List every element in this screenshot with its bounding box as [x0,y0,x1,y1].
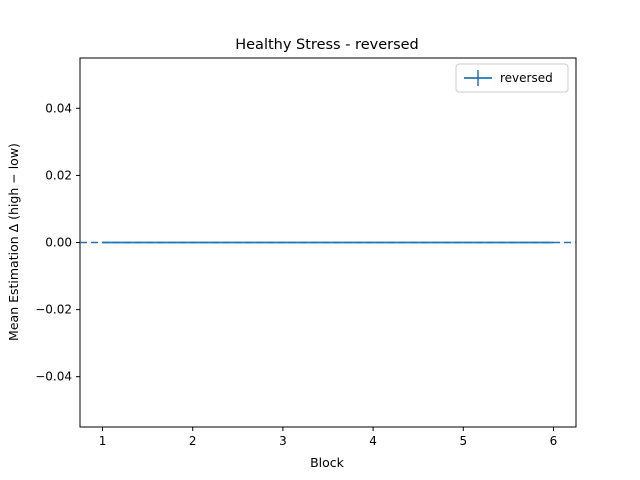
legend-box [455,63,569,93]
x-tick-label: 2 [189,434,197,448]
chart-title: Healthy Stress - reversed [235,37,419,53]
x-tick-label: 6 [550,434,558,448]
y-tick-label: 0.04 [45,101,72,115]
axis-ticks: 1 2 3 4 5 6 −0.04 −0.02 0.00 0.02 0.04 [35,101,557,448]
x-tick-label: 5 [459,434,467,448]
x-tick-label: 4 [369,434,377,448]
x-tick-label: 3 [279,434,287,448]
x-axis-label: Block [310,455,345,470]
y-axis-label: Mean Estimation Δ (high − low) [6,143,21,341]
y-tick-label: 0.00 [45,236,72,250]
legend-label: reversed [500,71,553,85]
x-tick-label: 1 [99,434,107,448]
plot-area [79,57,577,428]
y-tick-label: −0.02 [35,303,72,317]
y-tick-label: 0.02 [45,168,72,182]
legend: reversed [455,63,569,93]
y-tick-label: −0.04 [35,370,72,384]
